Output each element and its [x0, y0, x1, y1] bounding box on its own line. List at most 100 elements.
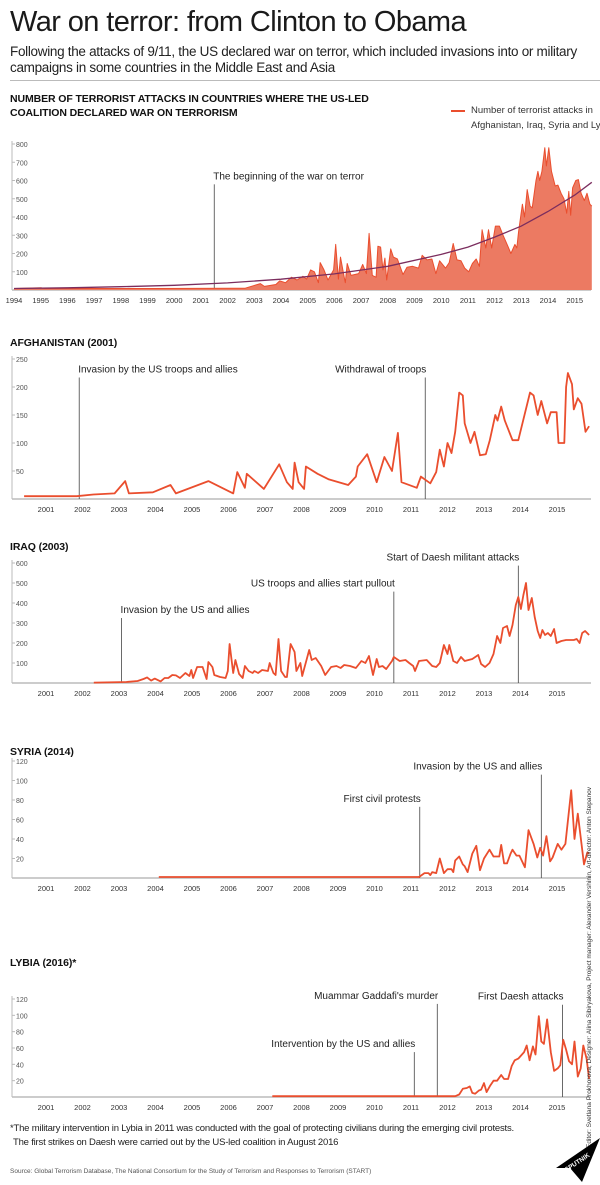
x-tick-label: 2002	[74, 884, 91, 893]
footnote-line: *The military intervention in Lybia in 2…	[10, 1123, 514, 1134]
x-tick-label: 1995	[32, 296, 49, 305]
x-tick-label: 2001	[38, 884, 55, 893]
y-tick-label: 300	[16, 233, 28, 240]
y-tick-label: 120	[16, 997, 28, 1004]
x-tick-label: 2015	[549, 505, 566, 514]
x-tick-label: 2006	[220, 689, 237, 698]
x-tick-label: 2007	[257, 505, 274, 514]
chart-title-line: COALITION DECLARED WAR ON TERRORISM	[10, 107, 238, 119]
x-tick-label: 2011	[403, 505, 419, 514]
x-tick-label: 2007	[257, 689, 274, 698]
y-tick-label: 100	[16, 270, 28, 277]
y-tick-label: 100	[16, 441, 28, 448]
y-tick-label: 100	[16, 661, 28, 668]
chart-3: 20 40 60 80 100 120 2001 2002 2003 2004 2005 2006 20…	[11, 758, 591, 893]
annotation-label: Invasion by the US and allies	[121, 605, 250, 616]
source-note: Source: Global Terrorism Database, The N…	[10, 1168, 372, 1175]
x-tick-label: 2012	[439, 505, 456, 514]
x-tick-label: 1997	[86, 296, 103, 305]
y-tick-label: 120	[16, 759, 28, 766]
x-tick-label: 2011	[460, 296, 476, 305]
x-tick-label: 2001	[193, 296, 210, 305]
x-tick-label: 2008	[293, 884, 310, 893]
y-tick-label: 50	[16, 469, 24, 476]
x-tick-label: 2007	[257, 1103, 274, 1112]
y-tick-label: 80	[16, 1030, 24, 1037]
y-tick-label: 300	[16, 621, 28, 628]
x-tick-label: 2000	[166, 296, 183, 305]
x-tick-label: 2003	[111, 689, 128, 698]
y-tick-label: 40	[16, 837, 24, 844]
x-tick-label: 2002	[74, 689, 91, 698]
annotation-label: Withdrawal of troops	[335, 364, 426, 375]
y-tick-label: 800	[16, 142, 28, 149]
x-tick-label: 2015	[549, 1103, 566, 1112]
series-line	[93, 582, 590, 684]
annotation-label: US troops and allies start pullout	[251, 579, 395, 590]
x-tick-label: 2004	[147, 689, 164, 698]
chart-4: 20 40 60 80 100 120 2001 2002 2003 2004 2005 2006 20…	[11, 991, 591, 1112]
annotation-label: Start of Daesh militant attacks	[386, 553, 519, 564]
page-title: War on terror: from Clinton to Obama	[10, 6, 467, 38]
x-tick-label: 2014	[512, 505, 529, 514]
y-tick-label: 40	[16, 1062, 24, 1069]
x-tick-label: 2005	[184, 689, 201, 698]
chart-title-syria: SYRIA (2014)	[10, 746, 74, 758]
footnote-line: The first strikes on Daesh were carried …	[13, 1137, 339, 1148]
x-tick-label: 2007	[257, 884, 274, 893]
x-tick-label: 2011	[403, 1103, 419, 1112]
legend: Number of terrorist attacks in Afghanist…	[451, 103, 600, 133]
x-tick-label: 2003	[111, 1103, 128, 1112]
x-tick-label: 2003	[111, 505, 128, 514]
chart-title-afghanistan: AFGHANISTAN (2001)	[10, 337, 118, 349]
x-tick-label: 2006	[220, 884, 237, 893]
y-tick-label: 700	[16, 160, 28, 167]
series-line	[272, 1015, 590, 1098]
x-tick-label: 2015	[549, 689, 566, 698]
x-tick-label: 2012	[486, 296, 503, 305]
chart-0: 100 200 300 400 500 600 700 800 1994 1995 1996 1997…	[6, 141, 593, 305]
x-tick-label: 2006	[220, 505, 237, 514]
annotation-label: Invasion by the US and allies	[413, 762, 542, 773]
x-tick-label: 2005	[184, 884, 201, 893]
x-tick-label: 2004	[273, 296, 290, 305]
legend-label: Number of terrorist attacks in	[471, 105, 593, 116]
x-tick-label: 2004	[147, 505, 164, 514]
x-tick-label: 2001	[38, 505, 55, 514]
x-tick-label: 2006	[326, 296, 343, 305]
x-tick-label: 2008	[293, 689, 310, 698]
x-tick-label: 2013	[513, 296, 530, 305]
x-tick-label: 2015	[549, 884, 566, 893]
chart-2: 100 200 300 400 500 600 2001 2002 2003 2004 2005 20…	[11, 553, 591, 698]
chart-title-line: NUMBER OF TERRORIST ATTACKS IN COUNTRIES…	[10, 93, 369, 105]
credits: Editor: Svetlana Prokhorova, Designer: A…	[586, 787, 593, 1148]
sputnik-logo: SPUTNIK	[556, 1138, 600, 1182]
x-tick-label: 2005	[184, 505, 201, 514]
x-tick-label: 1998	[112, 296, 129, 305]
y-tick-label: 200	[16, 641, 28, 648]
annotation-label: Muammar Gaddafi's murder	[314, 991, 439, 1002]
y-tick-label: 200	[16, 385, 28, 392]
x-tick-label: 2002	[74, 505, 91, 514]
series-area	[14, 147, 592, 290]
x-tick-label: 2011	[403, 884, 419, 893]
trend-line	[13, 181, 593, 290]
x-tick-label: 2002	[219, 296, 236, 305]
page-subtitle: Following the attacks of 9/11, the US de…	[10, 44, 577, 75]
x-tick-label: 2013	[476, 1103, 493, 1112]
legend-swatch	[451, 110, 465, 112]
y-tick-label: 100	[16, 1013, 28, 1020]
x-tick-label: 2002	[74, 1103, 91, 1112]
header-divider	[10, 80, 600, 81]
x-tick-label: 2003	[246, 296, 263, 305]
series-line	[13, 147, 593, 289]
x-tick-label: 2012	[439, 689, 456, 698]
x-tick-label: 2004	[147, 884, 164, 893]
y-tick-label: 80	[16, 798, 24, 805]
x-tick-label: 1996	[59, 296, 76, 305]
x-tick-label: 2012	[439, 1103, 456, 1112]
x-tick-label: 2004	[147, 1103, 164, 1112]
annotation-label: The beginning of the war on terror	[213, 171, 364, 182]
y-tick-label: 60	[16, 818, 24, 825]
chart-title-lybia: LYBIA (2016)*	[10, 957, 77, 969]
